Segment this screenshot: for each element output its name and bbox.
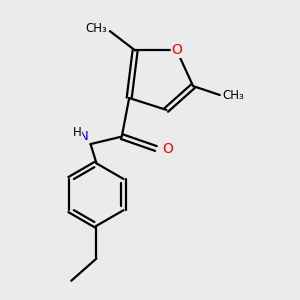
- Text: N: N: [78, 130, 88, 142]
- Text: CH₃: CH₃: [85, 22, 107, 34]
- Text: O: O: [163, 142, 173, 155]
- Text: O: O: [171, 44, 182, 57]
- Text: CH₃: CH₃: [223, 88, 244, 101]
- Text: H: H: [73, 126, 82, 139]
